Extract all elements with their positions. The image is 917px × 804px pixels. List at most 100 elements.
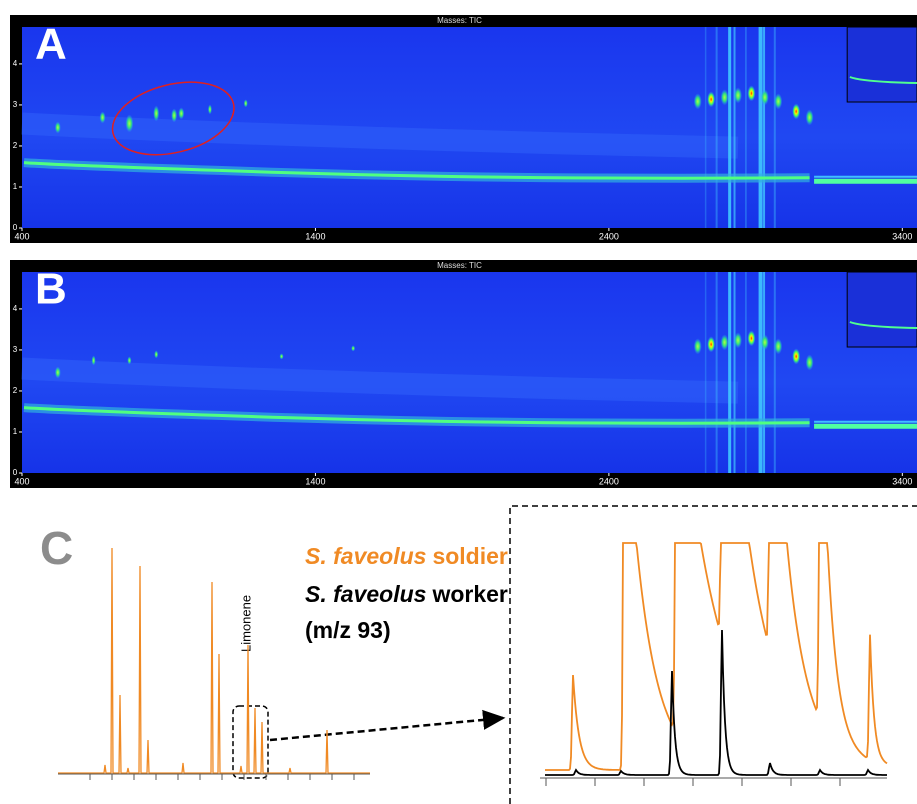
heatmap-peak [91,355,96,366]
heatmap-streak [773,27,776,228]
heatmap-streak [763,272,766,473]
legend-entry: S. faveolus worker [305,581,508,607]
heatmap-peak [805,354,814,371]
heatmap-peak [693,93,702,110]
heatmap-panel: Masses: TIC B 400 1400 2400 3400 0 1 2 3 4 [10,260,917,488]
heatmap-streak [745,272,747,473]
zoom-trace-black [545,629,887,776]
y-tick-label: 3 [13,100,18,109]
chromatogram-orange [58,547,370,774]
y-tick-label: 1 [13,427,18,436]
heatmap-peak [747,330,756,347]
heatmap-streak [758,272,763,473]
heatmap-streak [704,27,707,228]
x-tick-label: 2400 [599,231,619,241]
panel-title: Masses: TIC [437,16,482,25]
x-tick-label: 400 [14,231,29,241]
peak-annotation: Limonene [238,595,253,652]
heatmap-peak [207,104,212,115]
heatmap-band-right [814,420,917,423]
y-tick-label: 3 [13,345,18,354]
heatmap-band-right [814,175,917,178]
heatmap-peak [720,334,729,351]
heatmap-panel: Masses: TIC A 400 1400 2400 3400 0 1 2 3 4 [10,15,917,243]
heatmap-band-right [814,423,917,429]
heatmap-streak [728,27,732,228]
heatmap-peak [720,89,729,106]
heatmap-peak [805,109,814,126]
heatmap-streak [763,27,766,228]
heatmap-peak [734,87,742,104]
legend-species: S. faveolus [305,543,426,569]
heatmap-peak [774,93,783,110]
heatmap-inset-curve [849,76,917,84]
heatmap-peak [171,108,178,123]
heatmap-peak [760,89,769,106]
heatmap-band [23,406,810,425]
heatmap-peak [707,336,716,353]
heatmap-streak [733,27,736,228]
heatmap-peak [693,338,702,355]
heatmap-peak [54,366,61,379]
heatmap-haze [21,357,739,404]
legend-caste: soldier [432,543,507,569]
x-tick-label: 400 [14,476,29,486]
heatmap-peak [792,348,801,365]
heatmap-inset [846,271,917,348]
y-tick-label: 1 [13,182,18,191]
heatmap-peak [747,85,756,102]
heatmap-streak [728,272,732,473]
x-tick-label: 2400 [599,476,619,486]
heatmap-peak [760,334,769,351]
legend-species: S. faveolus [305,581,426,607]
heatmap-peak [99,111,106,124]
y-tick-label: 4 [13,304,18,313]
heatmap-streak [758,27,763,228]
heatmap-peak [792,103,801,120]
heatmap-haze [21,112,739,159]
heatmap-band [23,161,810,180]
x-tick-label: 1400 [305,231,325,241]
x-tick-label: 3400 [892,231,912,241]
highlight-circle [111,81,235,156]
heatmap-peak [734,332,742,349]
heatmap-streak [773,272,776,473]
heatmap-peak [243,99,248,108]
heatmap-peak [54,121,61,134]
heatmap-streak [715,272,718,473]
heatmap-peak [774,338,783,355]
panel-label: B [35,265,67,314]
heatmap-bg [22,272,917,473]
x-tick-label: 1400 [305,476,325,486]
x-tick-label: 3400 [892,476,912,486]
zoom-trace-orange [545,542,888,771]
heatmap-bg [22,27,917,228]
heatmap-band-right [814,178,917,184]
heatmap-streak [715,27,718,228]
heatmap-streak [704,272,707,473]
legend-entry: S. faveolus soldier [305,543,508,569]
y-tick-label: 2 [13,386,18,395]
panel-c: C S. faveolus soldier S. faveolus worker (… [40,505,917,804]
heatmap-peak [125,114,134,133]
heatmap-peak [707,91,716,108]
heatmap-streak [733,272,736,473]
heatmap-inset [846,26,917,103]
heatmap-inset-curve [849,321,917,329]
panel-label: A [35,20,67,69]
y-tick-label: 2 [13,141,18,150]
legend-caste: worker [431,581,507,607]
heatmap-peak [351,345,356,352]
heatmap-peak [178,107,185,120]
zoom-box [232,705,269,779]
y-tick-label: 0 [13,223,18,232]
panel-label: C [40,522,73,574]
heatmap-peak [127,356,132,365]
heatmap-peak [279,353,284,360]
heatmap-streak [745,27,747,228]
zoom-arrow [269,709,506,742]
panel-title: Masses: TIC [437,261,482,270]
heatmap-peak [153,105,160,122]
